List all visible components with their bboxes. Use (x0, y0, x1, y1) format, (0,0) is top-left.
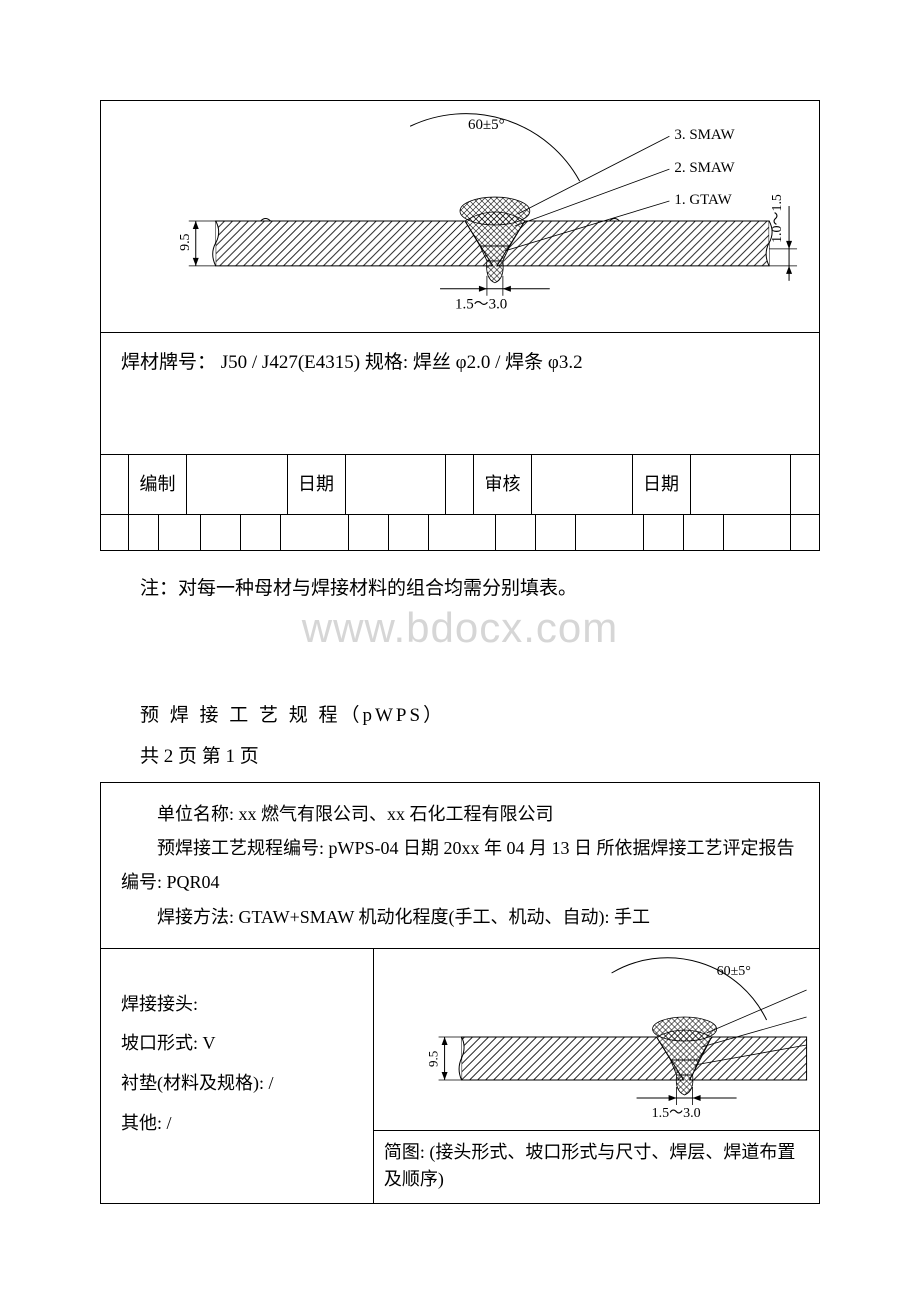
diagram2-caption: 简图: (接头形式、坡口形式与尺寸、焊层、焊道布置及顺序) (374, 1130, 819, 1203)
angle2-label: 60±5° (716, 964, 750, 979)
material-spec-text: 焊材牌号： J50 / J427(E4315) 规格: 焊丝 φ2.0 / 焊条… (121, 352, 583, 373)
joint-label: 焊接接头: (121, 985, 353, 1025)
diagram-table: 60±5° 3. SMAW 2. SMAW 1. GTAW (100, 100, 820, 551)
pwps-form: 单位名称: xx 燃气有限公司、xx 石化工程有限公司 预焊接工艺规程编号: p… (100, 782, 820, 1204)
sig-spacer (791, 454, 819, 514)
signature-row: 编制 日期 审核 日期 (101, 454, 819, 514)
watermark-text: www.bdocx.com (100, 604, 820, 652)
material-spec-cell: 焊材牌号： J50 / J427(E4315) 规格: 焊丝 φ2.0 / 焊条… (101, 332, 819, 454)
angle-label: 60±5° (468, 117, 505, 133)
layer-3-label: 3. SMAW (674, 127, 735, 143)
bottom-dim-label: 1.5～3.0 (455, 297, 507, 313)
page-info: 共 2 页 第 1 页 (140, 741, 820, 768)
diagram2-cell: 60±5° (374, 949, 819, 1203)
empty-row (101, 514, 819, 550)
unit-name-line: 单位名称: xx 燃气有限公司、xx 石化工程有限公司 (121, 797, 799, 831)
sig-reviewed-by-value (532, 454, 633, 514)
other-label: 其他: / (121, 1104, 353, 1144)
sig-date2-value (691, 454, 792, 514)
layer-1-label: 1. GTAW (674, 192, 732, 208)
section-title: 预 焊 接 工 艺 规 程（pWPS） (140, 700, 820, 727)
layer-2-label: 2. SMAW (674, 160, 735, 176)
pwps-header: 单位名称: xx 燃气有限公司、xx 石化工程有限公司 预焊接工艺规程编号: p… (101, 783, 819, 948)
backing-label: 衬垫(材料及规格): / (121, 1064, 353, 1104)
weld-diagram-1: 60±5° 3. SMAW 2. SMAW 1. GTAW (101, 101, 819, 332)
sig-spacer (101, 454, 129, 514)
left-dim2-label: 9.5 (425, 1051, 440, 1067)
note-text: 注：对每一种母材与焊接材料的组合均需分别填表。 (140, 573, 820, 600)
sig-date2-label: 日期 (633, 454, 691, 514)
bottom-dim2-label: 1.5～3.0 (651, 1106, 700, 1121)
spec-line: 预焊接工艺规程编号: pWPS-04 日期 20xx 年 04 月 13 日 所… (121, 831, 799, 899)
weld-joint-svg-2: 60±5° (374, 955, 819, 1125)
groove-label: 坡口形式: V (121, 1024, 353, 1064)
sig-prepared-by-label: 编制 (129, 454, 187, 514)
left-dim-label: 9.5 (178, 233, 193, 250)
right-dim-label: 1.0～1.5 (770, 194, 785, 243)
sig-spacer (446, 454, 474, 514)
joint-info-cell: 焊接接头: 坡口形式: V 衬垫(材料及规格): / 其他: / (101, 949, 374, 1203)
sig-date1-label: 日期 (288, 454, 346, 514)
sig-prepared-by-value (187, 454, 288, 514)
sig-reviewed-by-label: 审核 (474, 454, 532, 514)
method-line: 焊接方法: GTAW+SMAW 机动化程度(手工、机动、自动): 手工 (121, 900, 799, 934)
weld-joint-svg-1: 60±5° 3. SMAW 2. SMAW 1. GTAW (111, 111, 809, 321)
sig-date1-value (346, 454, 447, 514)
